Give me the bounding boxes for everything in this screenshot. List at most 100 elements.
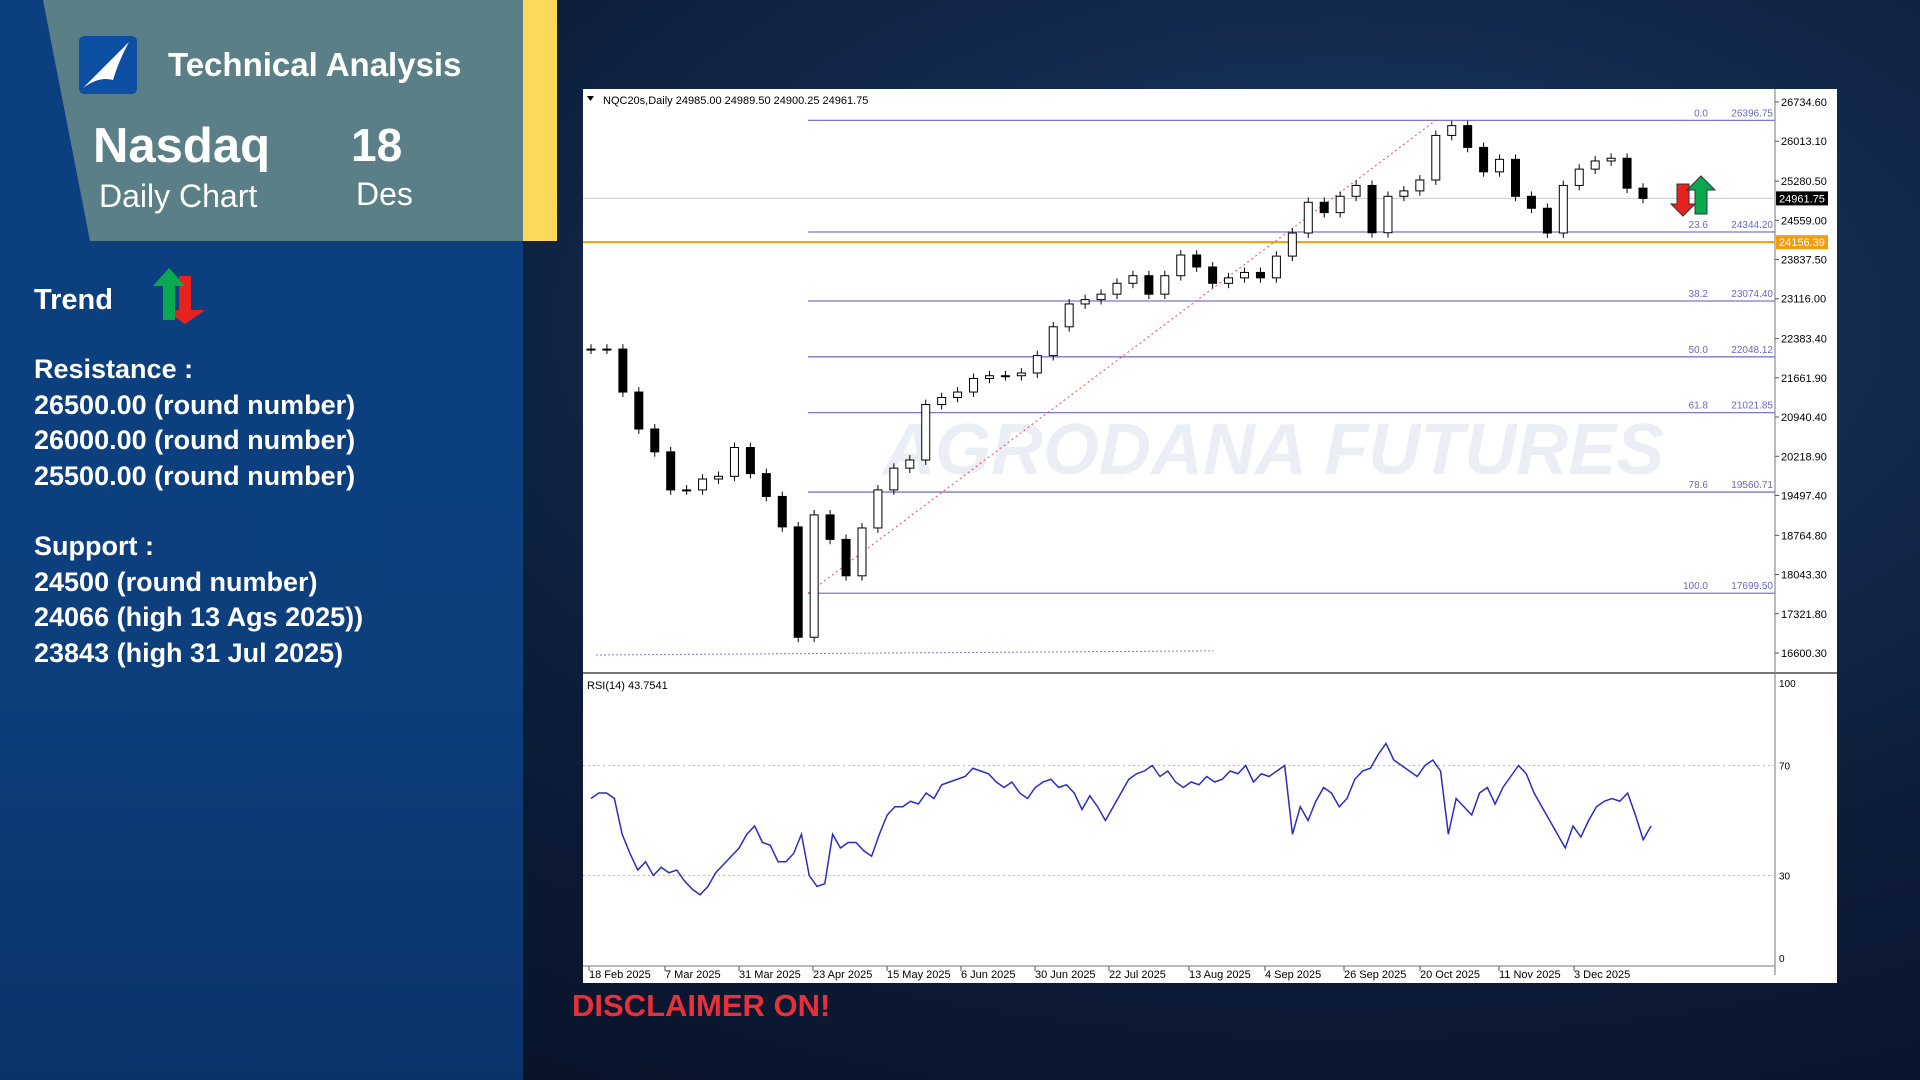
candle (1479, 146, 1489, 173)
candle (921, 404, 931, 461)
resistance-level: 25500.00 (round number) (34, 460, 356, 491)
candle (1112, 282, 1122, 295)
candle (1096, 293, 1106, 301)
price-tick-label: 20218.90 (1781, 451, 1827, 463)
candle (1271, 255, 1281, 279)
up-down-arrows-icon (1669, 175, 1717, 217)
candle (809, 514, 819, 638)
candle (714, 475, 724, 480)
candle (984, 375, 994, 379)
candle (729, 446, 739, 477)
header-title: Technical Analysis (168, 46, 462, 83)
price-chart[interactable]: AGRODANA FUTURES NQC20s,Daily 24985.00 2… (583, 89, 1837, 983)
candle (825, 514, 835, 540)
fib-price: 19560.71 (1731, 480, 1773, 491)
price-tick-label: 22383.40 (1781, 334, 1827, 346)
date-tick-label: 18 Feb 2025 (589, 969, 651, 981)
date-tick-label: 30 Jun 2025 (1035, 969, 1096, 981)
resistance-level: 26000.00 (round number) (34, 425, 356, 455)
support-price-box (1776, 235, 1828, 250)
candle (1176, 254, 1186, 277)
candle (1335, 195, 1345, 214)
date-tick-label: 13 Aug 2025 (1189, 969, 1251, 981)
fib-price: 26396.75 (1731, 108, 1773, 119)
date-tick-label: 31 Mar 2025 (739, 969, 801, 981)
candle (586, 348, 596, 351)
candle (1558, 184, 1568, 234)
candle (698, 478, 708, 491)
price-tick-label: 19497.40 (1781, 490, 1827, 502)
timeframe-label: Daily Chart (99, 178, 258, 214)
date-month: Des (356, 176, 413, 212)
candle (1622, 157, 1632, 189)
fib-level: 61.8 (1689, 401, 1709, 412)
fib-price: 23074.40 (1731, 289, 1773, 300)
candle (1447, 125, 1457, 136)
candle (1208, 266, 1218, 284)
candle (1463, 125, 1473, 148)
candle (745, 446, 755, 475)
candle (1160, 275, 1170, 295)
fib-level: 78.6 (1689, 480, 1709, 491)
date-tick-label: 20 Oct 2025 (1420, 969, 1480, 981)
rsi-tick-label: 0 (1779, 954, 1785, 965)
candle (905, 459, 915, 469)
fib-level: 23.6 (1689, 220, 1709, 231)
date-tick-label: 4 Sep 2025 (1265, 969, 1321, 981)
date-day: 18 (351, 119, 403, 171)
candle (1016, 372, 1026, 377)
candle (1064, 303, 1074, 328)
watermark: AGRODANA FUTURES (881, 410, 1664, 490)
dropdown-triangle-icon[interactable] (587, 96, 594, 101)
date-tick-label: 3 Dec 2025 (1574, 969, 1630, 981)
price-tick-label: 26734.60 (1781, 97, 1827, 109)
candle (953, 391, 963, 398)
candle (841, 538, 851, 577)
price-tick-label: 23116.00 (1781, 294, 1826, 306)
fib-price: 21021.85 (1731, 401, 1773, 412)
price-tick-label: 16600.30 (1781, 648, 1827, 660)
candle (1606, 157, 1616, 162)
candle (1495, 158, 1505, 173)
price-tick-label: 25280.50 (1781, 176, 1827, 188)
price-tick-label: 18764.80 (1781, 530, 1827, 542)
fib-level: 50.0 (1689, 345, 1709, 356)
support-price-label: 24156.39 (1779, 237, 1825, 249)
fib-level: 38.2 (1689, 289, 1709, 300)
price-tick-label: 24559.00 (1781, 215, 1827, 227)
candle (1192, 254, 1202, 268)
rsi-label: RSI(14) 43.7541 (587, 680, 668, 692)
price-tick-label: 17321.80 (1781, 609, 1827, 621)
price-tick-label: 20940.40 (1781, 412, 1827, 424)
support-level: 24500 (round number) (34, 566, 318, 597)
candle (1367, 184, 1377, 234)
date-tick-label: 22 Jul 2025 (1109, 969, 1166, 981)
candle (777, 495, 787, 528)
candle (1399, 190, 1409, 197)
fib-price: 22048.12 (1731, 345, 1773, 356)
candle (650, 428, 660, 453)
price-tick-label: 23837.50 (1781, 255, 1827, 267)
date-tick-label: 23 Apr 2025 (813, 969, 872, 981)
price-tick-label: 21661.90 (1781, 373, 1827, 385)
disclaimer: DISCLAIMER ON! (572, 988, 831, 1023)
candle (1287, 232, 1297, 257)
candle (602, 348, 612, 351)
rsi-line (590, 742, 1652, 896)
candle (1048, 326, 1058, 357)
chart-canvas[interactable]: AGRODANA FUTURES NQC20s,Daily 24985.00 2… (583, 89, 1837, 983)
low-line (595, 650, 1214, 656)
price-tick-label: 26013.10 (1781, 136, 1827, 148)
fib-trendline (807, 119, 1437, 594)
support-level: 24066 (high 13 Ags 2025)) (34, 602, 364, 632)
support-title: Support : (34, 531, 154, 561)
instrument-name: Nasdaq (93, 119, 271, 173)
candle (1351, 184, 1361, 197)
candle (857, 527, 867, 577)
trend-label: Trend (34, 284, 113, 316)
date-tick-label: 11 Nov 2025 (1499, 969, 1561, 981)
rsi-tick-label: 100 (1779, 679, 1796, 690)
candle (666, 451, 676, 491)
candle (682, 489, 692, 492)
fib-level: 100.0 (1683, 581, 1708, 592)
